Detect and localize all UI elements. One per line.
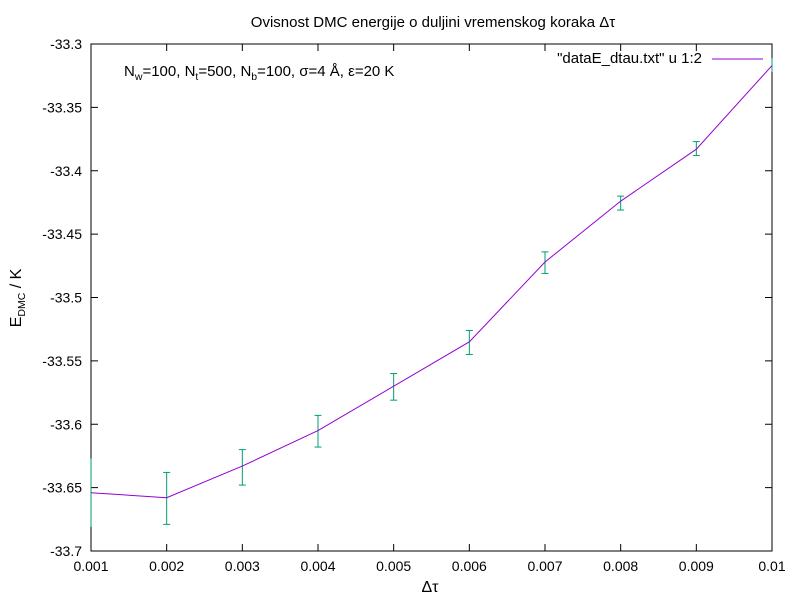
x-tick-label: 0.005 — [376, 558, 411, 574]
x-tick-label: 0.004 — [300, 558, 335, 574]
x-tick-label: 0.009 — [679, 558, 714, 574]
legend-label: "dataE_dtau.txt" u 1:2 — [557, 50, 702, 67]
x-tick-label: 0.006 — [452, 558, 487, 574]
ann-nw-rest: =100, — [142, 63, 184, 80]
parameters-annotation: Nw=100, Nt=500, Nb=100, σ=4 Å, ε=20 K — [124, 63, 394, 83]
ann-nb: N — [240, 63, 251, 80]
y-tick-label: -33.7 — [50, 543, 82, 559]
ann-nw: N — [124, 63, 135, 80]
x-tick-label: 0.008 — [603, 558, 638, 574]
error-bar — [617, 195, 625, 211]
x-tick-label: 0.002 — [149, 558, 184, 574]
y-tick-label: -33.3 — [50, 36, 82, 52]
ann-nt-sub: t — [195, 71, 198, 83]
legend: "dataE_dtau.txt" u 1:2 — [557, 50, 763, 67]
y-tick-labels: -33.3 -33.35 -33.4 -33.45 -33.5 -33.55 -33.6 -3… — [42, 36, 82, 559]
x-tick-label: 0.003 — [225, 558, 260, 574]
error-bar — [465, 329, 473, 356]
y-axis-label-main: E — [8, 317, 25, 328]
ann-nt: N — [185, 63, 196, 80]
y-tick-label: -33.35 — [42, 99, 82, 115]
y-axis-label-sub: DMC — [16, 292, 28, 316]
error-bar — [163, 471, 171, 525]
plot-border — [90, 43, 773, 552]
y-tick-label: -33.65 — [42, 480, 82, 496]
y-tick-label: -33.6 — [50, 416, 82, 432]
axes-frame — [90, 43, 773, 552]
y-tick-label: -33.45 — [42, 226, 82, 242]
x-axis-label: Δτ — [421, 579, 439, 596]
ann-nt-rest: =500, — [198, 63, 240, 80]
y-tick-label: -33.5 — [50, 290, 82, 306]
ann-nw-sub: w — [134, 71, 143, 83]
error-bar — [238, 449, 246, 486]
chart-title: Ovisnost DMC energije o duljini vremensk… — [251, 14, 615, 31]
series-line — [90, 65, 773, 499]
ann-nb-sub: b — [251, 71, 257, 83]
error-bar — [390, 373, 398, 401]
y-axis-label: EDMC / K — [8, 268, 28, 327]
y-axis-label-suffix: / K — [8, 268, 25, 292]
error-bars — [90, 57, 773, 527]
y-tick-label: -33.4 — [50, 163, 82, 179]
x-tick-labels: 0.001 0.002 0.003 0.004 0.005 0.006 0.007 0.008… — [73, 558, 785, 574]
y-tick-label: -33.55 — [42, 353, 82, 369]
ann-nb-rest: =100, σ=4 Å, ε=20 K — [257, 63, 394, 80]
x-tick-label: 0.001 — [73, 558, 108, 574]
x-tick-label: 0.01 — [758, 558, 785, 574]
series-lines — [90, 65, 773, 499]
x-tick-label: 0.007 — [527, 558, 562, 574]
error-bar — [314, 414, 322, 448]
